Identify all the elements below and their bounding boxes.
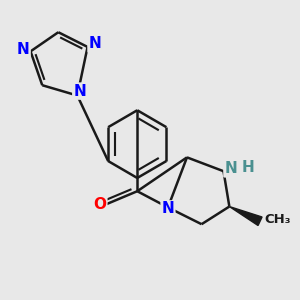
Text: O: O bbox=[93, 197, 106, 212]
Text: N: N bbox=[73, 84, 86, 99]
Text: N: N bbox=[224, 161, 237, 176]
Polygon shape bbox=[230, 206, 262, 226]
Text: N: N bbox=[88, 37, 101, 52]
Text: H: H bbox=[242, 160, 255, 175]
Text: N: N bbox=[162, 201, 174, 216]
Text: CH₃: CH₃ bbox=[264, 213, 291, 226]
Text: N: N bbox=[17, 42, 30, 57]
